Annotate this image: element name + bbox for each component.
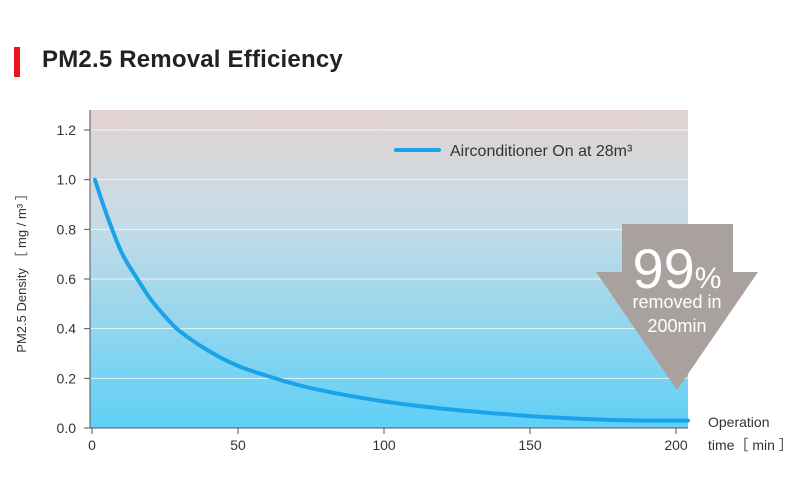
y-tick-label: 0.2 — [57, 370, 77, 386]
y-tick-label: 1.0 — [57, 172, 77, 188]
x-tick-label: 0 — [88, 437, 96, 453]
series-line — [92, 177, 690, 423]
y-tick-label: 0.8 — [57, 221, 77, 237]
y-axis-ticks: 0.0 0.2 0.4 0.6 0.8 1.0 1.2 — [57, 122, 90, 436]
x-tick-label: 100 — [372, 437, 396, 453]
legend: Airconditioner On at 28m³ — [394, 143, 633, 160]
axes — [89, 110, 688, 429]
y-tick-label: 0.6 — [57, 271, 77, 287]
legend-label: Airconditioner On at 28m³ — [450, 143, 633, 160]
series-layer — [92, 177, 690, 423]
x-tick-label: 200 — [664, 437, 688, 453]
gridlines — [90, 129, 688, 379]
chart-title: PM2.5 Removal Efficiency — [42, 46, 343, 73]
y-tick-label: 0.0 — [57, 420, 77, 436]
x-tick-label: 150 — [518, 437, 542, 453]
arrow-shape — [596, 224, 758, 390]
x-axis-label-line1: Operation — [708, 414, 769, 430]
y-tick-label: 0.4 — [57, 321, 77, 337]
x-axis-ticks: 0 50 100 150 200 — [88, 428, 688, 453]
annotation-line2: 200min — [647, 316, 706, 336]
x-tick-label: 50 — [230, 437, 246, 453]
title-accent-bar — [14, 47, 20, 77]
annotation-line1: removed in — [632, 292, 721, 312]
x-axis-label-line2: time［ min ］ — [708, 437, 793, 453]
y-tick-label: 1.2 — [57, 122, 77, 138]
plot-background — [90, 110, 688, 428]
annotation-value: 99% — [633, 237, 722, 300]
y-axis-label: PM2.5 Density ［ mg / m³ ］ — [14, 187, 29, 352]
annotation-unit: % — [695, 262, 722, 295]
annotation-arrow: 99% removed in 200min — [596, 224, 758, 390]
annotation-number: 99 — [633, 237, 695, 300]
